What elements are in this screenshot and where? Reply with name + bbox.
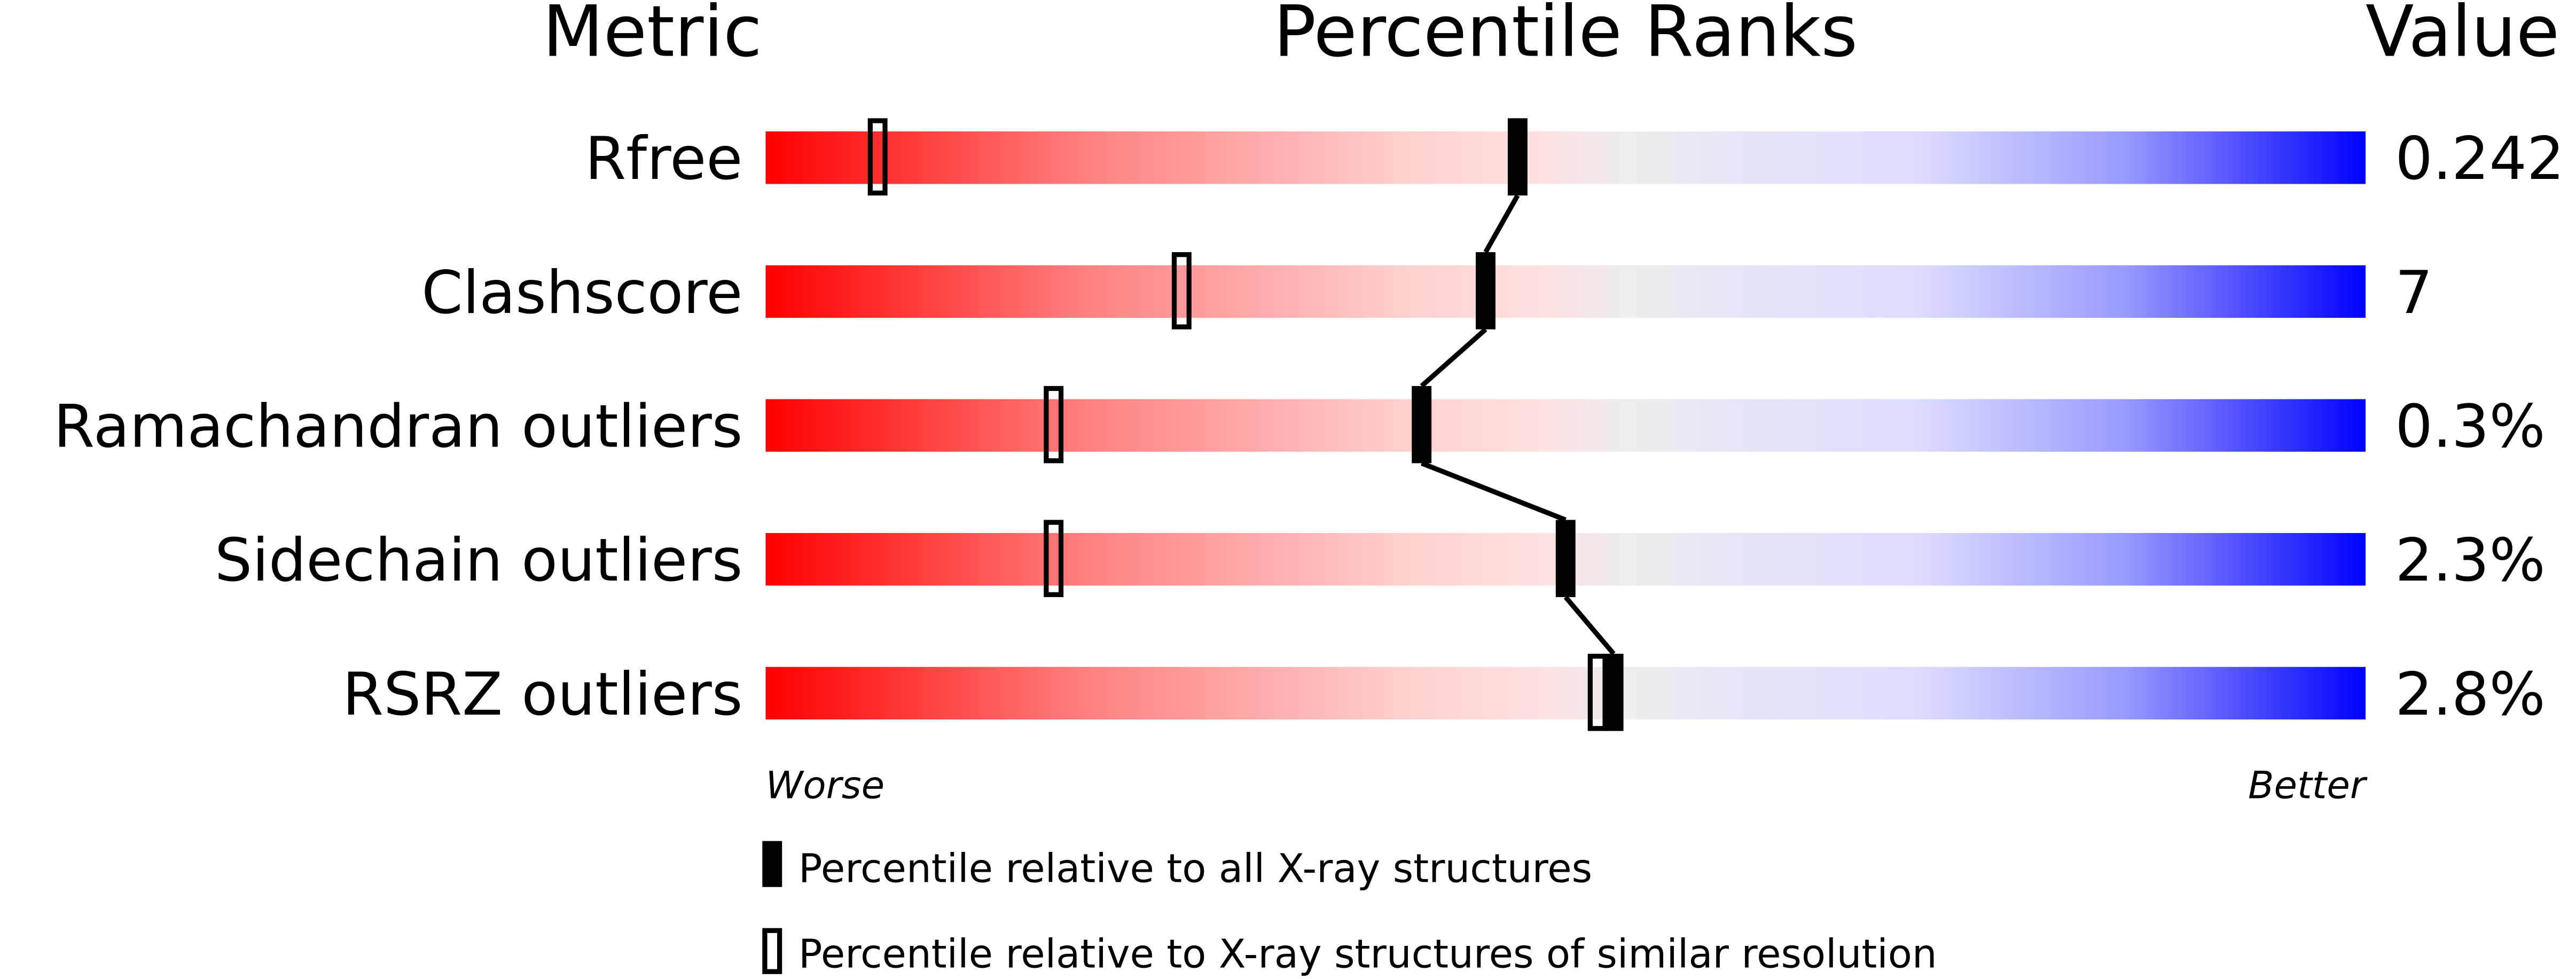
percentile-all-marker bbox=[1412, 386, 1432, 464]
percentile-similar-marker bbox=[867, 118, 888, 195]
header-value: Value bbox=[2366, 0, 2559, 73]
percentile-all-marker bbox=[1507, 118, 1528, 195]
connector-line bbox=[1483, 194, 1520, 254]
metric-label: RSRZ outliers bbox=[342, 660, 742, 729]
legend-filled-marker bbox=[762, 841, 782, 887]
metric-value: 2.8% bbox=[2395, 660, 2545, 729]
slider-bar bbox=[765, 399, 2366, 452]
percentile-similar-marker bbox=[1044, 386, 1064, 464]
metric-value: 7 bbox=[2395, 259, 2432, 327]
connector-line bbox=[1563, 595, 1616, 656]
header-metric: Metric bbox=[543, 0, 762, 73]
percentile-similar-marker bbox=[1044, 520, 1064, 597]
metric-value: 2.3% bbox=[2395, 526, 2545, 595]
slider-bar bbox=[765, 265, 2366, 318]
legend-open-label: Percentile relative to X-ray structures … bbox=[798, 931, 1937, 977]
percentile-all-marker bbox=[1476, 252, 1496, 330]
percentile-all-marker bbox=[1555, 520, 1576, 597]
slider-bar bbox=[765, 131, 2366, 184]
metric-label: Rfree bbox=[585, 124, 742, 193]
connector-line bbox=[1420, 327, 1487, 388]
worse-label: Worse bbox=[765, 763, 884, 808]
percentile-similar-marker bbox=[1171, 252, 1192, 330]
better-label: Better bbox=[2248, 763, 2368, 808]
percentile-similar-marker bbox=[1587, 654, 1608, 731]
metric-label: Clashscore bbox=[421, 259, 742, 327]
legend-filled-label: Percentile relative to all X-ray structu… bbox=[798, 846, 1592, 892]
legend-open-marker bbox=[762, 928, 782, 974]
slider-bar bbox=[765, 667, 2366, 720]
metric-value: 0.3% bbox=[2395, 393, 2545, 461]
header-percentile-ranks: Percentile Ranks bbox=[1273, 0, 1858, 73]
metric-label: Ramachandran outliers bbox=[53, 393, 742, 461]
metric-label: Sidechain outliers bbox=[215, 526, 743, 595]
connector-line bbox=[1420, 460, 1567, 522]
metric-value: 0.242 bbox=[2395, 124, 2564, 193]
